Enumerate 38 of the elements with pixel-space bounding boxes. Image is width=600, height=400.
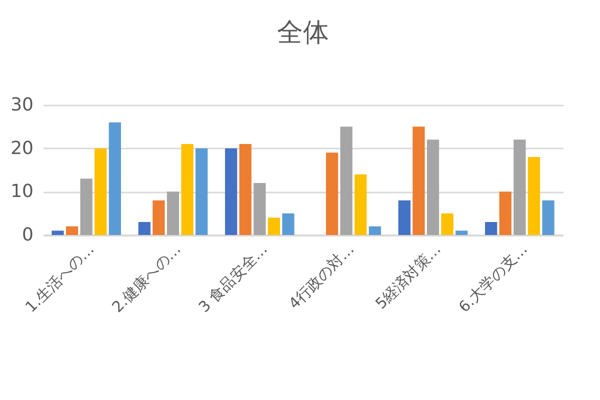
bar: [368, 226, 381, 235]
x-tick-label: 6.大学の支…: [455, 240, 531, 316]
bar: [441, 213, 454, 235]
bar: [499, 192, 512, 235]
bar: [485, 222, 498, 235]
bar: [340, 126, 352, 235]
bar: [239, 144, 252, 235]
x-tick-label: 5経済対策…: [372, 240, 444, 313]
y-tick-label: 30: [10, 94, 34, 116]
bar: [66, 226, 78, 235]
bar: [80, 178, 92, 235]
bar: [138, 222, 150, 235]
x-tick-label: 2.健康への…: [108, 240, 184, 316]
bar: [354, 174, 367, 235]
bar: [196, 148, 208, 235]
x-tick-label: 4行政の対…: [285, 240, 358, 313]
bar: [254, 183, 266, 235]
bar: [426, 140, 440, 235]
bar: [456, 230, 468, 235]
bar: [52, 230, 64, 235]
chart-title: 全体: [277, 18, 329, 48]
bar: [268, 218, 280, 235]
x-tick-label: 3 食品安全…: [195, 240, 271, 316]
bar: [94, 148, 107, 235]
bar: [398, 200, 410, 235]
y-tick-label: 20: [10, 138, 34, 159]
bar: [514, 140, 526, 235]
bar: [412, 126, 425, 235]
bar: [181, 144, 194, 235]
bar: [542, 200, 554, 235]
bar: [282, 213, 294, 235]
bar: [166, 192, 180, 235]
bar: [326, 152, 338, 235]
y-tick-label: 10: [10, 181, 34, 202]
bar: [152, 200, 165, 235]
bar: [108, 122, 121, 235]
bar: [528, 157, 540, 235]
bar: [225, 148, 238, 235]
